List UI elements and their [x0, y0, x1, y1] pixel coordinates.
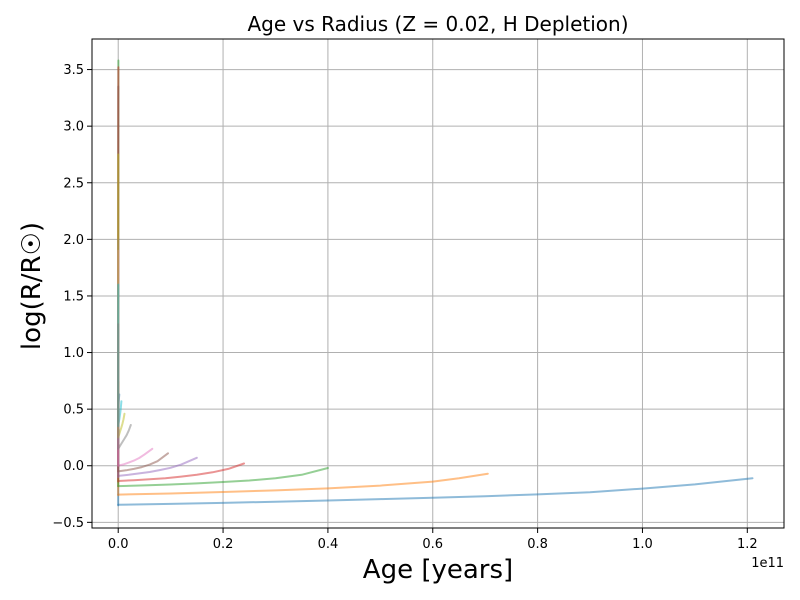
x-tick-label: 0.4: [318, 537, 339, 552]
y-axis-label: log(R/R☉): [17, 222, 47, 350]
y-tick-label: 3.0: [63, 120, 84, 135]
series-line-1: [117, 477, 754, 506]
y-tick-label: 0.5: [63, 403, 84, 418]
x-tick-label: 0.8: [527, 537, 548, 552]
series-line-6: [117, 452, 169, 473]
grid-lines: [92, 39, 784, 528]
x-tick-label: 1.0: [632, 537, 653, 552]
series-lines: [117, 59, 754, 507]
x-tick-label: 0.0: [108, 537, 129, 552]
x-tick-label: 1.2: [737, 537, 758, 552]
y-tick-label: 0.0: [63, 459, 84, 474]
y-tick-label: 1.5: [63, 289, 84, 304]
x-tick-label: 0.6: [422, 537, 443, 552]
series-line-3: [117, 467, 329, 488]
plot-frame: [91, 38, 785, 529]
series-line-7: [117, 447, 154, 467]
axis-ticks: 0.0 0.2 0.4 0.6 0.8 1.0 1.2 −0.5 0.0 0.5 1.0 1.5 2.0…: [52, 63, 757, 552]
y-tick-label: −0.5: [52, 516, 84, 531]
series-line-2: [117, 472, 489, 496]
chart-title: Age vs Radius (Z = 0.02, H Depletion): [247, 12, 628, 36]
x-axis-offset-label: 1e11: [751, 556, 784, 571]
series-line-9: [117, 412, 126, 439]
series-line-4: [117, 462, 245, 482]
y-tick-label: 2.0: [63, 233, 84, 248]
x-tick-label: 0.2: [213, 537, 234, 552]
y-tick-label: 3.5: [63, 63, 84, 78]
series-line-8: [117, 424, 132, 450]
y-tick-label: 2.5: [63, 176, 84, 191]
series-line-5: [117, 456, 198, 477]
y-tick-label: 1.0: [63, 346, 84, 361]
x-axis-label: Age [years]: [363, 555, 513, 585]
